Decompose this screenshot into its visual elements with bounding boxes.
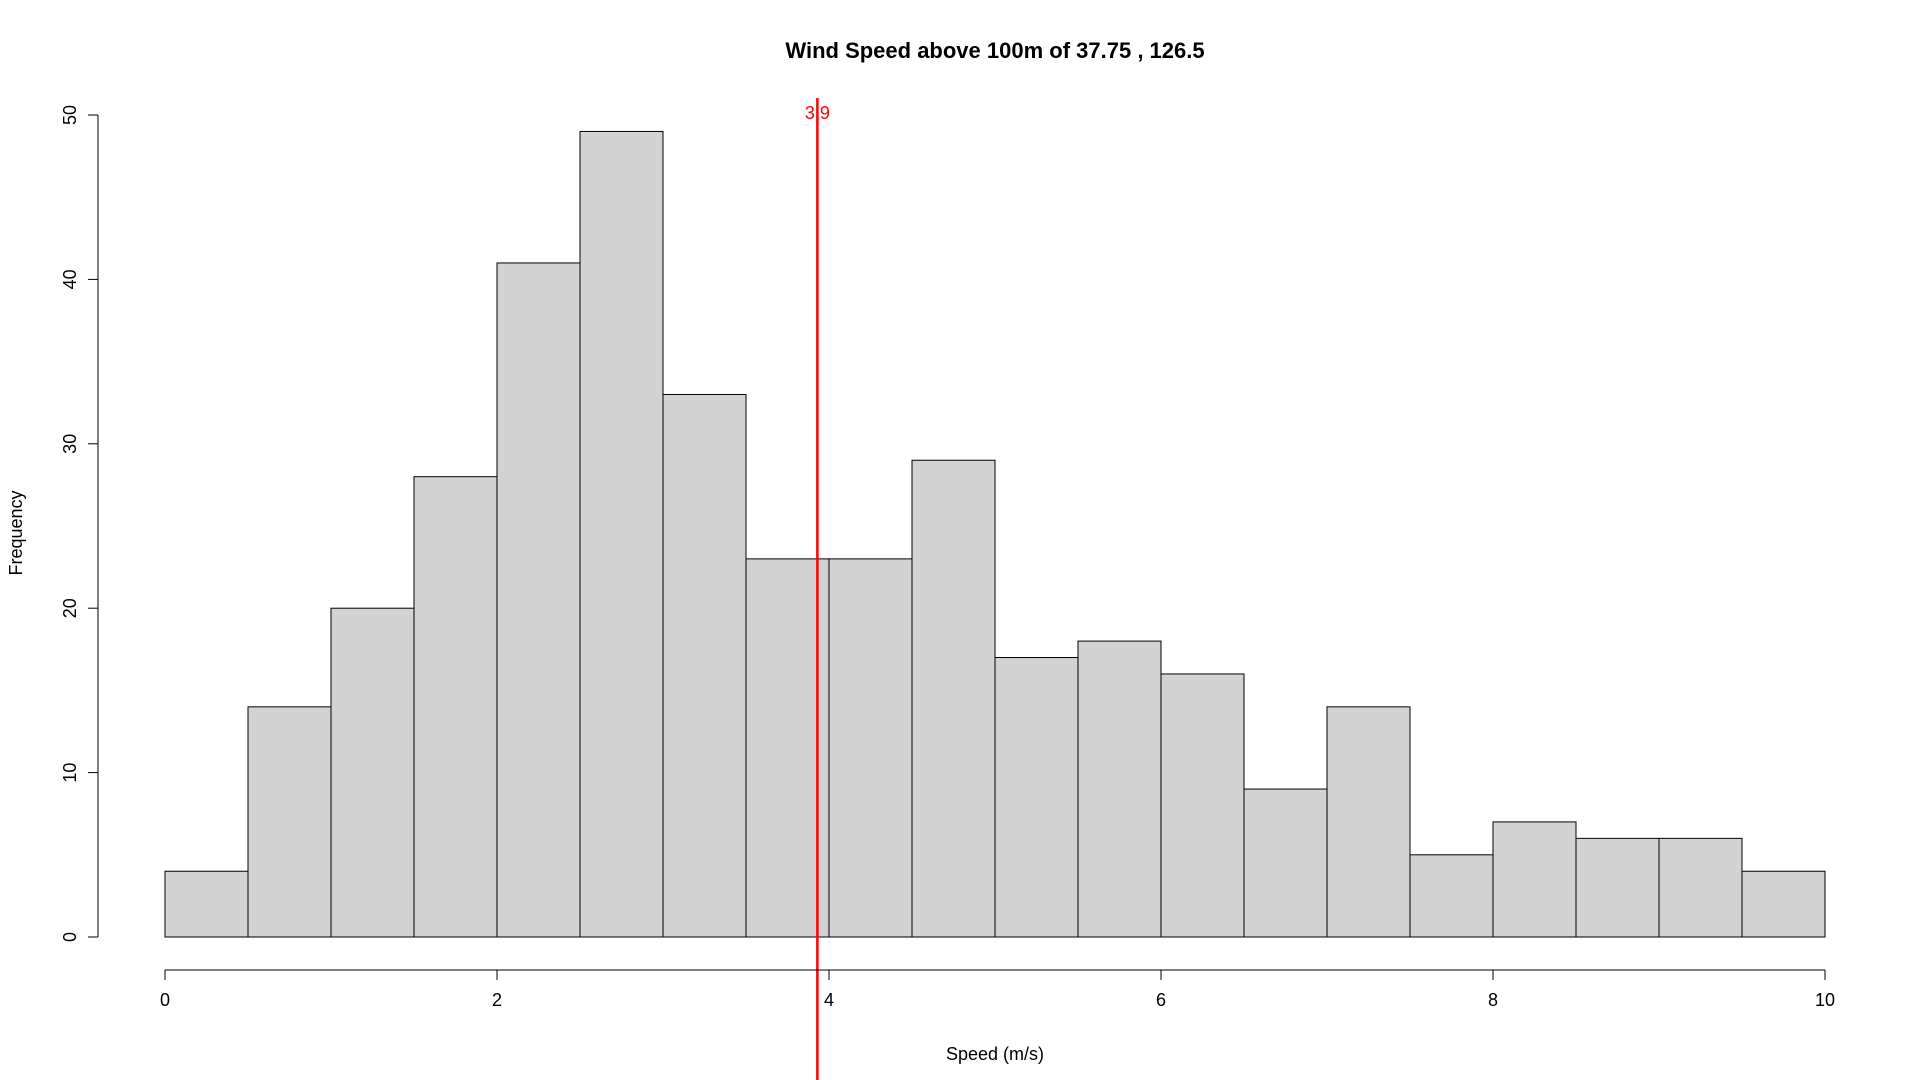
reference-line-label: 3.9 xyxy=(805,103,830,123)
y-tick-label: 40 xyxy=(60,269,80,289)
histogram-bar xyxy=(1077,640,1162,938)
y-axis: 0 10 20 30 40 50 xyxy=(60,105,99,942)
histogram-bar xyxy=(1243,788,1328,938)
histogram-bar xyxy=(579,130,664,938)
histogram-bar xyxy=(247,706,332,938)
y-axis-label: Frequency xyxy=(6,490,26,575)
histogram-bar xyxy=(496,262,581,938)
x-axis-label: Speed (m/s) xyxy=(946,1044,1044,1064)
y-tick-label: 10 xyxy=(60,763,80,783)
histogram-bar xyxy=(1160,673,1245,938)
x-tick-label: 6 xyxy=(1156,990,1166,1010)
histogram-bar xyxy=(1326,706,1411,938)
histogram-bar xyxy=(1492,821,1577,938)
y-tick-label: 50 xyxy=(60,105,80,125)
y-tick-label: 20 xyxy=(60,598,80,618)
y-tick-label: 30 xyxy=(60,434,80,454)
chart-title: Wind Speed above 100m of 37.75 , 126.5 xyxy=(785,38,1204,63)
histogram-bar xyxy=(1409,854,1494,938)
x-tick-label: 10 xyxy=(1815,990,1835,1010)
x-axis: 0 2 4 6 8 10 xyxy=(160,969,1835,1010)
histogram-bar xyxy=(413,476,498,938)
histogram-bar xyxy=(828,558,913,938)
histogram-bar xyxy=(1741,870,1826,938)
histogram-bar xyxy=(1658,837,1743,938)
histogram-bar xyxy=(994,657,1079,938)
histogram-bars xyxy=(164,130,1826,938)
histogram-bar xyxy=(164,870,249,938)
x-tick-label: 4 xyxy=(824,990,834,1010)
histogram-bar xyxy=(1575,837,1660,938)
histogram-bar xyxy=(330,607,415,938)
reference-line-group: 3.9 xyxy=(805,98,830,1080)
histogram-bar xyxy=(662,393,747,938)
x-tick-label: 2 xyxy=(492,990,502,1010)
histogram-bar xyxy=(745,558,830,938)
x-tick-label: 0 xyxy=(160,990,170,1010)
histogram-bar xyxy=(911,459,996,938)
y-tick-label: 0 xyxy=(60,932,80,942)
x-tick-label: 8 xyxy=(1488,990,1498,1010)
